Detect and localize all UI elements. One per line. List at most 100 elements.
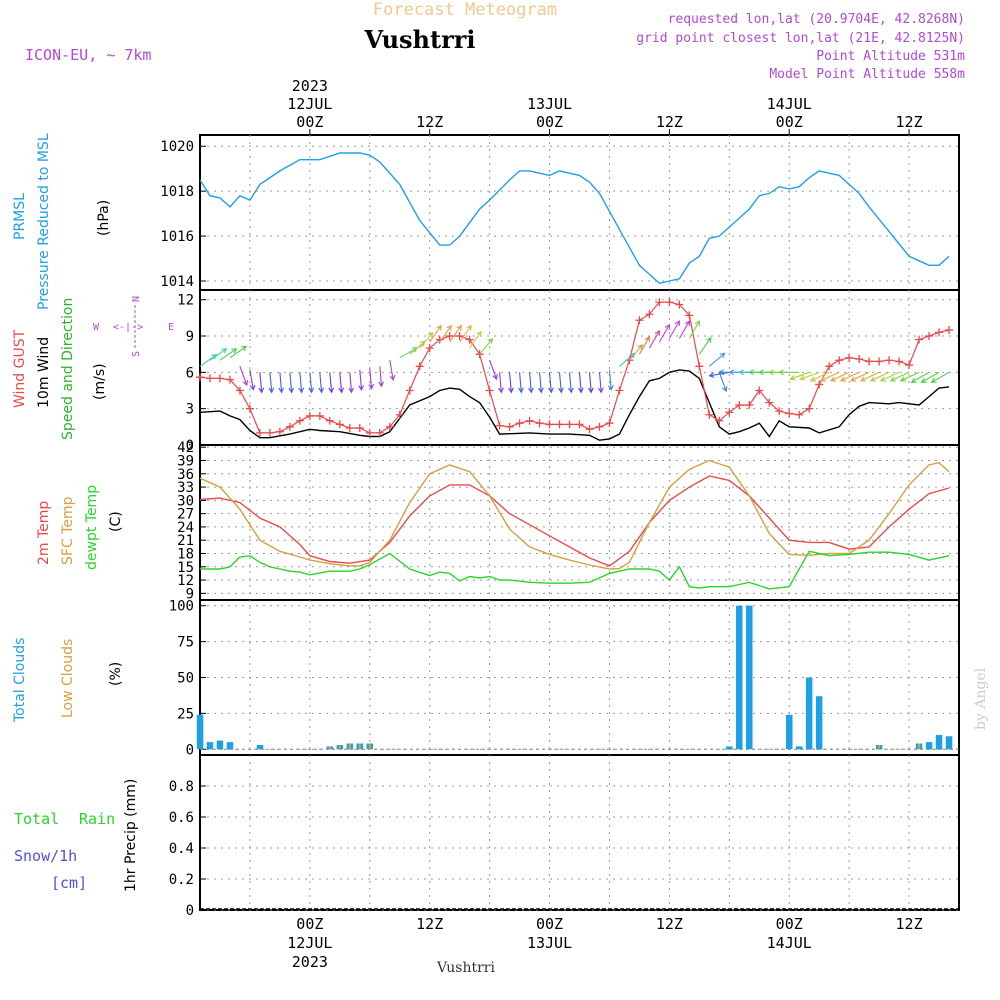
gust-marker <box>495 421 504 430</box>
total-cloud-bar <box>196 714 204 750</box>
top-date-label: 12JUL <box>287 95 332 113</box>
total-cloud-bar <box>726 746 733 750</box>
wind-arrow <box>348 372 355 394</box>
wind-ytick-label: 3 <box>186 402 194 418</box>
pressure-line <box>199 152 950 285</box>
gust-marker <box>355 424 364 433</box>
wind-arrow <box>469 330 482 349</box>
wind-arrow <box>429 324 442 343</box>
temp2m-line <box>199 475 950 567</box>
wind-arrow <box>829 371 850 382</box>
gust-marker <box>935 328 944 337</box>
temp-ytick-label: 9 <box>186 586 194 602</box>
temp-ytick-label: 42 <box>177 440 194 456</box>
total-cloud-bar <box>786 714 793 750</box>
gust-marker <box>405 386 414 395</box>
pressure-ytick-label: 1014 <box>160 274 194 290</box>
gust-marker <box>925 332 934 341</box>
gust-marker <box>915 335 924 344</box>
gust-marker <box>685 311 694 320</box>
watermark: by Angel <box>973 667 989 730</box>
wind-arrow <box>528 372 534 394</box>
gust-marker <box>695 362 704 371</box>
wind-arrow <box>678 320 690 339</box>
wind-arrow <box>638 335 650 355</box>
gust-marker <box>755 386 764 395</box>
wind-arrow <box>548 372 554 394</box>
clouds-ytick-label: 75 <box>177 635 194 651</box>
bottom-time-label: 12Z <box>896 915 923 933</box>
wind-arrow <box>799 371 820 381</box>
dewpt-line <box>200 550 950 590</box>
gust-marker <box>655 298 664 307</box>
footer-location: Vushtrri <box>436 960 495 976</box>
gust-marker <box>345 424 354 433</box>
top-time-label: 00Z <box>536 113 563 131</box>
pressure-ytick-label: 1020 <box>160 139 194 155</box>
cm-label: [cm] <box>51 874 87 892</box>
gust-marker <box>665 298 674 307</box>
wind-arrow <box>698 336 712 355</box>
wind-arrow <box>288 372 295 394</box>
wind-arrow <box>209 348 228 361</box>
total-clouds-label: Total Clouds <box>12 638 28 723</box>
gust-marker <box>305 411 314 420</box>
sfc-temp-line <box>199 459 950 570</box>
gust-marker <box>825 362 834 371</box>
clouds-unit: (%) <box>108 662 124 686</box>
gust-marker <box>525 416 534 425</box>
clouds-ytick-label: 100 <box>169 599 194 615</box>
pressure-unit: (hPa) <box>96 200 112 236</box>
wind-arrow <box>298 372 305 394</box>
top-year-label: 2023 <box>292 77 328 95</box>
top-time-label: 12Z <box>416 113 443 131</box>
precip-ytick-label: 0.2 <box>169 872 194 888</box>
precip-unit: 1hr Precip (mm) <box>123 779 139 892</box>
wind-arrow <box>568 372 574 394</box>
clouds-ytick-label: 50 <box>177 671 194 687</box>
wind-arrow <box>518 372 524 394</box>
temp-ytick-label: 36 <box>177 467 194 483</box>
gust-marker <box>905 361 914 370</box>
bottom-time-label: 12Z <box>656 915 683 933</box>
gust-marker <box>615 386 624 395</box>
gust-marker <box>565 420 574 429</box>
wind-arrow <box>859 371 880 382</box>
temp-labels: 2m Temp SFC Temp dewpt Temp (C) <box>36 485 124 570</box>
wind-ytick-label: 12 <box>177 293 194 309</box>
precip-ytick-label: 0.8 <box>169 779 194 795</box>
bottom-year-label: 2023 <box>292 953 328 971</box>
grid-point-coords: grid point closest lon,lat (21E, 42.8125… <box>636 31 965 46</box>
total-cloud-bar <box>746 605 753 750</box>
gust-marker <box>505 422 514 431</box>
compass-rose: W <-|-> E N S <box>93 296 174 357</box>
gust-marker <box>595 422 604 431</box>
bottom-time-label: 12Z <box>416 915 443 933</box>
temp2m-label: 2m Temp <box>36 501 52 565</box>
total-cloud-bar <box>945 736 953 750</box>
temp-ytick-label: 21 <box>177 533 194 549</box>
low-cloud-bar <box>328 746 331 750</box>
wind-arrow <box>869 371 890 382</box>
low-cloud-bar <box>358 743 361 750</box>
gust-marker <box>535 419 544 428</box>
prmsl-label: PRMSL <box>12 193 28 240</box>
wind-arrow <box>358 369 365 391</box>
wind-arrow <box>199 354 218 367</box>
compass-w: W <box>93 322 100 333</box>
temp-unit: (C) <box>108 511 124 532</box>
total-cloud-bar <box>935 734 943 750</box>
requested-coords: requested lon,lat (20.9704E, 42.8268N) <box>668 12 965 27</box>
gust-marker <box>805 404 814 413</box>
temp-ytick-label: 33 <box>177 480 194 496</box>
temp-frame <box>199 444 960 601</box>
top-time-label: 00Z <box>296 113 323 131</box>
wind-arrow <box>258 372 265 394</box>
wind-arrow <box>889 371 910 382</box>
prmsl-long-label: Pressure Reduced to MSL <box>36 133 52 310</box>
total-cloud-bar <box>805 677 813 750</box>
wind-arrow <box>718 372 728 393</box>
precip-frame <box>199 754 960 911</box>
total-cloud-bar <box>206 742 214 750</box>
wind-arrow <box>419 331 434 349</box>
